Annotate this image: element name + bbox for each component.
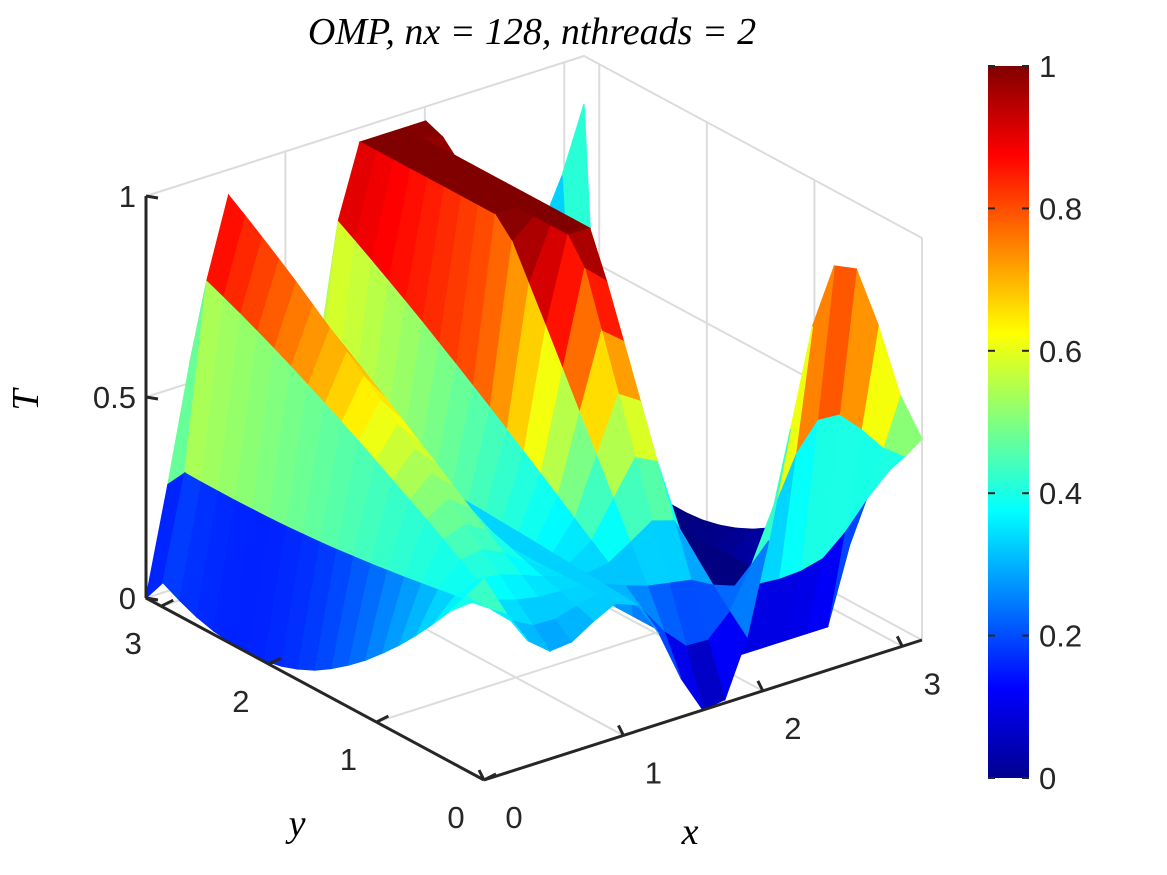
z-tick-mark [145,194,159,200]
x-tick-mark [617,724,625,737]
x-tick-mark [895,635,904,647]
colorbar [988,66,1029,778]
y-axis-line [145,596,485,782]
x-axis-line [483,638,923,782]
y-tick-mark [375,714,390,724]
y-tick-label: 3 [125,626,142,661]
surface-plot [145,104,923,711]
z-tick-label: 0 [119,581,136,616]
x-tick-mark [756,680,765,692]
y-tick-mark [160,598,174,608]
x-tick-mark [477,769,486,781]
z-tick-label: 0.5 [93,380,136,415]
y-tick-mark [483,772,497,782]
z-axis-label: T [5,387,47,411]
colorbar-tick-label: 0.2 [1039,619,1082,654]
chart-title: OMP, nx = 128, nthreads = 2 [308,11,756,53]
tick-labels: 0 1 2 3 0 1 2 3 0 0.5 1 [93,179,941,835]
y-tick-label: 0 [447,800,464,835]
y-tick-mark [268,656,282,666]
y-tick-label: 1 [340,742,357,777]
colorbar-tick-label: 1 [1039,49,1056,84]
grid-line [145,54,923,239]
colorbar-tick-label: 0.4 [1039,476,1082,511]
surface-patch [466,578,508,615]
x-tick-label: 2 [784,711,801,746]
colorbar-ticks: 0 0.2 0.4 0.6 0.8 1 [988,49,1082,796]
y-axis-label: y [285,803,306,845]
y-tick-label: 2 [232,684,249,719]
colorbar-tick-label: 0 [1039,761,1056,796]
colorbar-tick-label: 0.6 [1039,334,1082,369]
x-tick-label: 0 [505,800,522,835]
z-tick-mark [145,596,159,602]
x-tick-label: 1 [645,755,662,790]
z-tick-label: 1 [119,179,136,214]
x-axis-label: x [681,811,699,853]
x-tick-label: 3 [924,666,941,701]
colorbar-tick-label: 0.8 [1039,191,1082,226]
z-tick-mark [145,395,159,401]
